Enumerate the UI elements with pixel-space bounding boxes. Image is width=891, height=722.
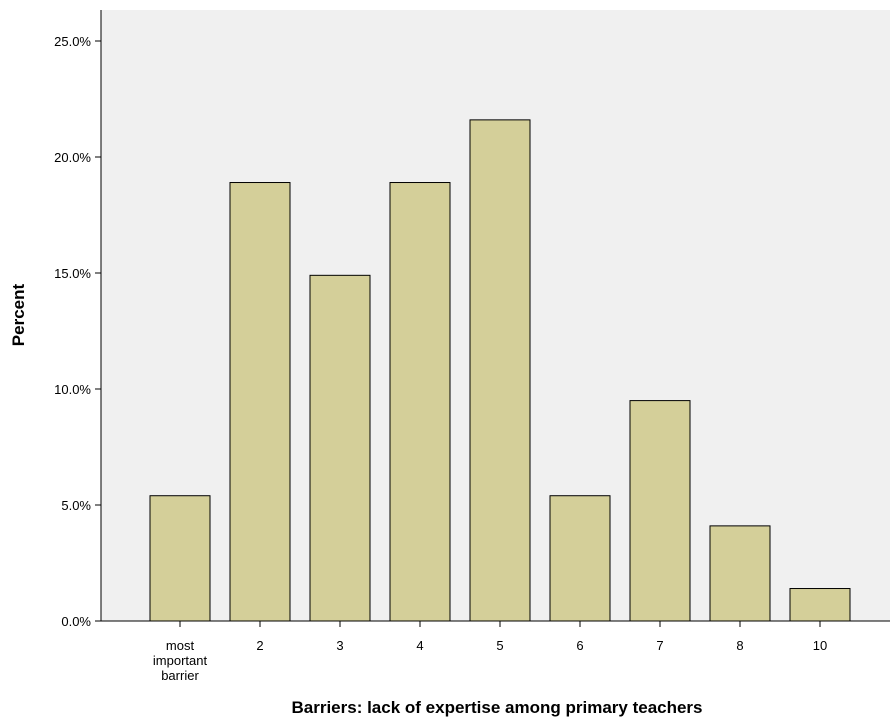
y-axis-ticks: 0.0% 5.0% 10.0% 15.0% 20.0% 25.0% [54, 34, 101, 629]
x-tick-label: 6 [576, 638, 583, 653]
bar [309, 274, 371, 622]
x-tick-label: 8 [736, 638, 743, 653]
x-axis-title: Barriers: lack of expertise among primar… [291, 698, 702, 717]
y-tick-label: 25.0% [54, 34, 91, 49]
bar [629, 400, 691, 622]
y-tick-label: 5.0% [61, 498, 91, 513]
bar [549, 495, 611, 622]
y-tick-label: 20.0% [54, 150, 91, 165]
bar [469, 119, 531, 622]
x-tick-label: 7 [656, 638, 663, 653]
y-tick-label: 15.0% [54, 266, 91, 281]
x-tick-label: 3 [336, 638, 343, 653]
y-axis-title: Percent [9, 283, 28, 346]
bar [789, 588, 851, 622]
bar [229, 182, 291, 622]
x-tick-label: 2 [256, 638, 263, 653]
x-tick-label: 4 [416, 638, 423, 653]
y-tick-label: 10.0% [54, 382, 91, 397]
bars-group [149, 119, 851, 622]
x-axis-ticks: most important barrier 2 3 4 5 6 7 8 10 [153, 621, 827, 683]
y-tick-label: 0.0% [61, 614, 91, 629]
x-tick-label: 5 [496, 638, 503, 653]
x-tick-label: 10 [813, 638, 827, 653]
bar [389, 182, 451, 622]
bar [149, 495, 211, 622]
x-tick-label: most important barrier [153, 638, 208, 683]
bar [709, 525, 771, 622]
